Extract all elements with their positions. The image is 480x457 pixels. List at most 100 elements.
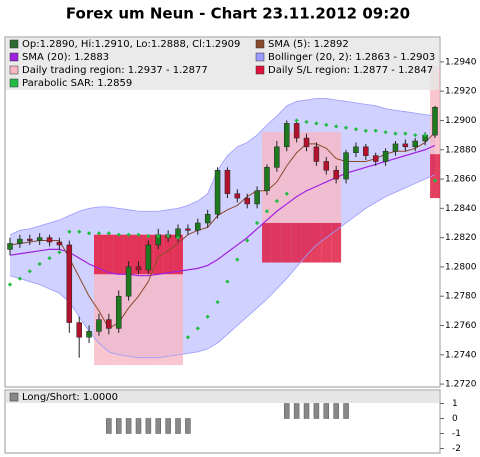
trading-region — [311, 132, 322, 223]
legend-label: SMA (5): 1.2892 — [268, 39, 349, 50]
sl-region — [301, 222, 312, 263]
candle-body — [145, 244, 152, 271]
sar-dot — [106, 231, 111, 236]
candle-body — [195, 222, 201, 231]
sl-region — [430, 154, 440, 199]
long-short-bar — [185, 418, 191, 434]
candle-body — [392, 143, 399, 152]
legend-swatch — [255, 52, 265, 62]
candle-body — [372, 155, 379, 162]
candle-body — [264, 167, 270, 192]
chart-title: Forex um Neun - Chart 23.11.2012 09:20 — [66, 5, 410, 23]
sar-dot — [422, 132, 428, 138]
candle-body — [46, 237, 53, 243]
sl-region — [103, 234, 114, 275]
sar-dot — [363, 128, 368, 133]
sl-region — [123, 234, 134, 275]
candle-body — [234, 193, 241, 199]
sma5-line — [9, 131, 436, 330]
candle-body — [125, 266, 132, 297]
legend-swatch — [9, 39, 19, 49]
sma20-line — [9, 144, 436, 277]
candle-body — [274, 146, 280, 168]
sl-region — [133, 234, 144, 275]
y-tick-label: 1.2940 — [445, 57, 477, 67]
candle-body — [56, 241, 63, 246]
long-short-bar — [115, 418, 122, 434]
sl-region — [311, 222, 322, 263]
candle-body — [106, 319, 112, 329]
sl-region — [321, 222, 332, 263]
legend-swatch — [9, 392, 19, 402]
candle-body — [96, 319, 102, 332]
sar-dot — [235, 257, 240, 262]
long-short-bar — [175, 418, 181, 434]
sar-dot — [393, 131, 398, 136]
long-short-bar — [125, 418, 132, 434]
y-tick-label: 1.2760 — [445, 321, 477, 331]
candle-body — [224, 170, 231, 194]
sl-region — [153, 234, 164, 275]
trading-region — [103, 234, 114, 366]
sl-region — [281, 222, 292, 263]
long-short-bar — [106, 418, 112, 434]
candle-body — [7, 243, 13, 250]
sar-dot — [353, 127, 359, 132]
trading-region — [301, 132, 312, 223]
sl-region — [331, 222, 342, 263]
candle-body — [66, 244, 73, 323]
sar-dot — [274, 198, 279, 204]
candle-body — [17, 238, 23, 244]
sl-region — [271, 222, 282, 263]
sar-dot — [166, 234, 171, 239]
candle-body — [382, 150, 389, 162]
sar-dot — [57, 250, 62, 255]
y-tick-label: 1.2720 — [445, 380, 477, 390]
candle-body — [303, 137, 310, 148]
sar-dot — [245, 238, 250, 243]
candle-body — [293, 123, 300, 139]
candle-body — [323, 161, 330, 171]
y-tick-label: 1.2800 — [445, 262, 477, 272]
y-tick-label: 1.2780 — [445, 292, 477, 302]
legend-bg — [6, 38, 439, 90]
sar-dot — [96, 231, 102, 236]
long-short-bar — [303, 403, 310, 419]
long-short-bar — [343, 403, 349, 419]
y-tick-label: 1.2900 — [445, 116, 477, 126]
lower-tick-label: -1 — [452, 429, 461, 439]
sar-dot — [116, 232, 121, 237]
long-short-bar — [333, 403, 339, 419]
candle-body — [115, 295, 122, 329]
candle-body — [283, 123, 290, 148]
candle-body — [86, 331, 92, 338]
sl-region — [113, 234, 124, 275]
legend-swatch — [255, 39, 265, 49]
sar-dot — [175, 235, 181, 240]
lower-tick-label: 0 — [452, 414, 458, 424]
sar-dot — [254, 220, 260, 226]
legend-swatch — [9, 78, 19, 88]
candle-body — [402, 143, 409, 148]
sar-dot — [383, 130, 388, 135]
trading-region — [321, 132, 332, 223]
candle-body — [27, 238, 33, 241]
long-short-bar — [145, 418, 152, 434]
trading-region — [143, 234, 154, 366]
sar-dot — [77, 229, 82, 234]
candle-body — [185, 228, 191, 231]
candle-body — [363, 146, 369, 156]
candle-body — [343, 152, 349, 180]
sar-dot — [156, 234, 161, 239]
lower-tick-label: 1 — [452, 399, 458, 409]
legend-label: Daily trading region: 1.2937 - 1.2877 — [22, 65, 208, 76]
trading-region — [133, 234, 144, 366]
sar-dot — [225, 279, 230, 284]
y-tick-label: 1.2860 — [445, 175, 477, 185]
candle-body — [135, 266, 142, 271]
candle-body — [432, 107, 438, 136]
sl-region — [262, 222, 272, 263]
y-tick-label: 1.2840 — [445, 204, 477, 214]
long-short-bar — [283, 403, 290, 419]
bollinger-upper — [9, 98, 436, 236]
